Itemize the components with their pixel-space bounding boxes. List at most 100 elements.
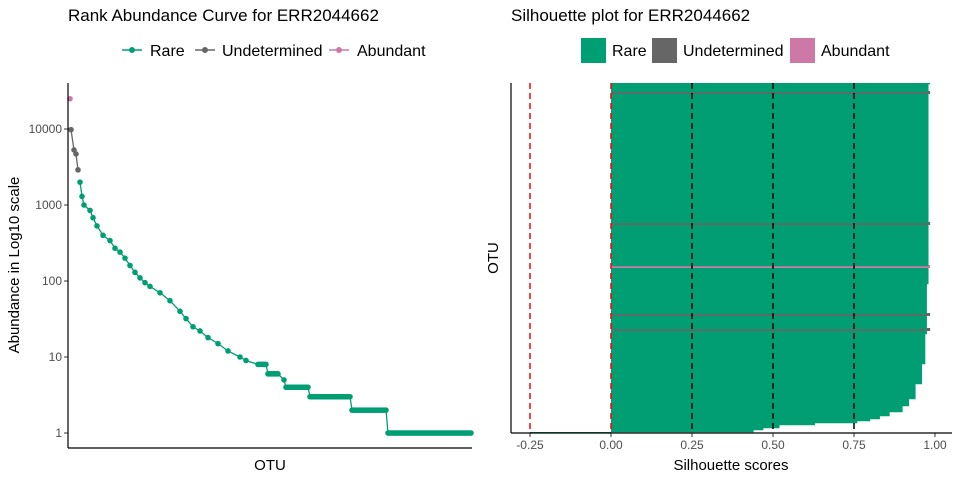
silhouette-bar-rare xyxy=(611,211,929,213)
silhouette-bar-rare xyxy=(611,408,903,410)
silhouette-bar-rare xyxy=(611,357,926,359)
silhouette-bar-rare xyxy=(611,305,927,307)
silhouette-bar-rare xyxy=(611,355,926,357)
silhouette-bar-rare xyxy=(611,381,923,383)
data-point-rare xyxy=(112,245,118,252)
silhouette-bar-rare xyxy=(611,396,916,398)
silhouette-bar-rare xyxy=(611,196,929,198)
silhouette-bar-rare xyxy=(611,354,926,356)
silhouette-bar-rare xyxy=(611,431,754,433)
silhouette-bar-rare xyxy=(611,352,926,354)
silhouette-bar-rare xyxy=(611,402,910,404)
silhouette-bar-rare xyxy=(611,202,929,204)
silhouette-bar-rare xyxy=(611,288,927,290)
silhouette-bar-rare xyxy=(611,85,929,87)
silhouette-bar-rare xyxy=(611,332,927,334)
data-point-rare xyxy=(107,237,113,244)
silhouette-bar-rare xyxy=(611,397,916,399)
left-y-label: Abundance in Log10 scale xyxy=(6,177,23,354)
silhouette-bar-rare xyxy=(611,326,927,328)
silhouette-bar-rare xyxy=(611,307,927,309)
silhouette-bar-rare xyxy=(611,347,926,349)
silhouette-bar-rare xyxy=(611,89,929,91)
silhouette-bar-rare xyxy=(611,119,929,121)
silhouette-bar-rare xyxy=(611,199,929,201)
silhouette-bar-rare xyxy=(611,337,926,339)
data-point-rare xyxy=(243,357,249,364)
silhouette-bar-rare xyxy=(611,345,926,347)
silhouette-bar-rare xyxy=(611,290,927,292)
silhouette-bar-rare xyxy=(611,278,929,280)
silhouette-bar-rare xyxy=(611,163,929,165)
silhouette-bar-rare xyxy=(611,181,929,183)
silhouette-bar-rare xyxy=(611,193,929,195)
legend-abundant-label: Abundant xyxy=(357,43,426,60)
silhouette-bar-rare xyxy=(611,194,929,196)
silhouette-bar-rare xyxy=(611,153,929,155)
x-tick-label: 1.00 xyxy=(923,438,947,452)
silhouette-bar-rare xyxy=(611,255,929,257)
silhouette-bar-rare xyxy=(611,150,929,152)
silhouette-bar-rare xyxy=(611,110,929,112)
silhouette-bar-rare xyxy=(611,271,929,273)
silhouette-bar-rare xyxy=(611,171,929,173)
silhouette-bar-rare xyxy=(611,340,926,342)
silhouette-bar-rare xyxy=(611,406,903,408)
silhouette-bar-rare xyxy=(611,118,929,120)
silhouette-bar-rare xyxy=(611,162,929,164)
silhouette-bar-rare xyxy=(611,285,927,287)
silhouette-bar-rare xyxy=(611,180,929,182)
silhouette-bar-rare xyxy=(611,113,929,115)
silhouette-bar-rare xyxy=(611,419,871,421)
silhouette-bar-rare xyxy=(611,141,929,143)
silhouette-bar-rare xyxy=(611,205,929,207)
silhouette-bar-rare xyxy=(611,338,926,340)
silhouette-bar-rare xyxy=(611,373,923,375)
silhouette-bar-rare xyxy=(611,213,929,215)
silhouette-bar-rare xyxy=(611,165,929,167)
silhouette-bar-rare xyxy=(611,173,929,175)
silhouette-bar-rare xyxy=(611,246,929,248)
silhouette-bar-rare xyxy=(611,298,927,300)
silhouette-bar-rare xyxy=(611,372,923,374)
silhouette-bar-rare xyxy=(611,309,927,311)
data-point-rare xyxy=(275,371,281,377)
data-point-rare xyxy=(94,223,100,229)
silhouette-bar-rare xyxy=(611,378,923,380)
y-tick-label: 1000 xyxy=(35,198,62,212)
silhouette-bar-rare xyxy=(611,388,916,390)
silhouette-bar-rare xyxy=(611,426,780,428)
silhouette-plot: -0.25 0.00 0.25 0.50 0.75 1.00 xyxy=(516,83,947,452)
silhouette-bar-rare xyxy=(611,184,929,186)
silhouette-bar-rare xyxy=(611,156,929,158)
x-tick-label: 0.75 xyxy=(842,438,866,452)
right-y-label: OTU xyxy=(485,242,502,274)
silhouette-bar-rare xyxy=(611,127,929,129)
silhouette-bar-rare xyxy=(611,297,927,299)
silhouette-bar-rare xyxy=(611,279,929,281)
silhouette-bar-rare xyxy=(611,112,929,114)
silhouette-bar-rare xyxy=(611,350,926,352)
silhouette-bar-rare xyxy=(611,317,927,319)
silhouette-bar-rare xyxy=(611,195,929,197)
silhouette-bar-rare xyxy=(611,253,929,255)
silhouette-bar-rare xyxy=(611,83,931,85)
silhouette-bar-rare xyxy=(611,99,929,101)
silhouette-bar-rare xyxy=(611,263,929,265)
data-point-rare xyxy=(132,269,138,276)
legend-undetermined-dot xyxy=(202,47,208,53)
silhouette-bar-rare xyxy=(611,401,910,403)
silhouette-bar-rare xyxy=(611,160,929,162)
silhouette-bar-rare xyxy=(611,321,927,323)
silhouette-bar-rare xyxy=(611,312,927,314)
silhouette-bar-rare xyxy=(611,286,927,288)
silhouette-bar-rare xyxy=(611,159,929,161)
silhouette-bar-rare xyxy=(611,365,923,367)
silhouette-bar-rare xyxy=(611,335,926,337)
silhouette-bar-rare xyxy=(611,216,929,218)
silhouette-bar-rare xyxy=(611,138,929,140)
silhouette-bar-rare xyxy=(611,247,929,249)
silhouette-bar-rare xyxy=(611,135,929,137)
silhouette-bar-rare xyxy=(611,356,926,358)
